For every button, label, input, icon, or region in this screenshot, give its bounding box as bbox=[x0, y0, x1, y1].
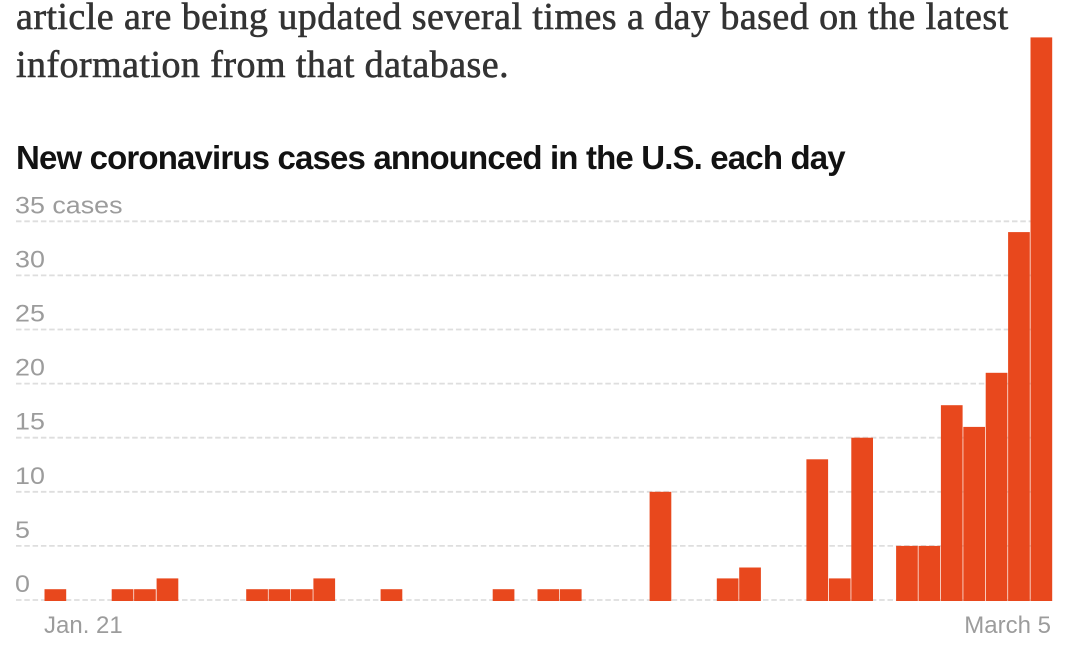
svg-text:25: 25 bbox=[15, 301, 45, 327]
svg-text:30: 30 bbox=[15, 247, 45, 273]
svg-text:35 cases: 35 cases bbox=[15, 193, 123, 219]
svg-text:5: 5 bbox=[15, 517, 30, 543]
svg-text:20: 20 bbox=[15, 355, 45, 381]
svg-text:10: 10 bbox=[15, 463, 45, 489]
svg-text:15: 15 bbox=[15, 409, 45, 435]
svg-text:March 5: March 5 bbox=[964, 612, 1051, 639]
svg-text:0: 0 bbox=[15, 571, 30, 597]
svg-text:Jan. 21: Jan. 21 bbox=[44, 612, 123, 639]
